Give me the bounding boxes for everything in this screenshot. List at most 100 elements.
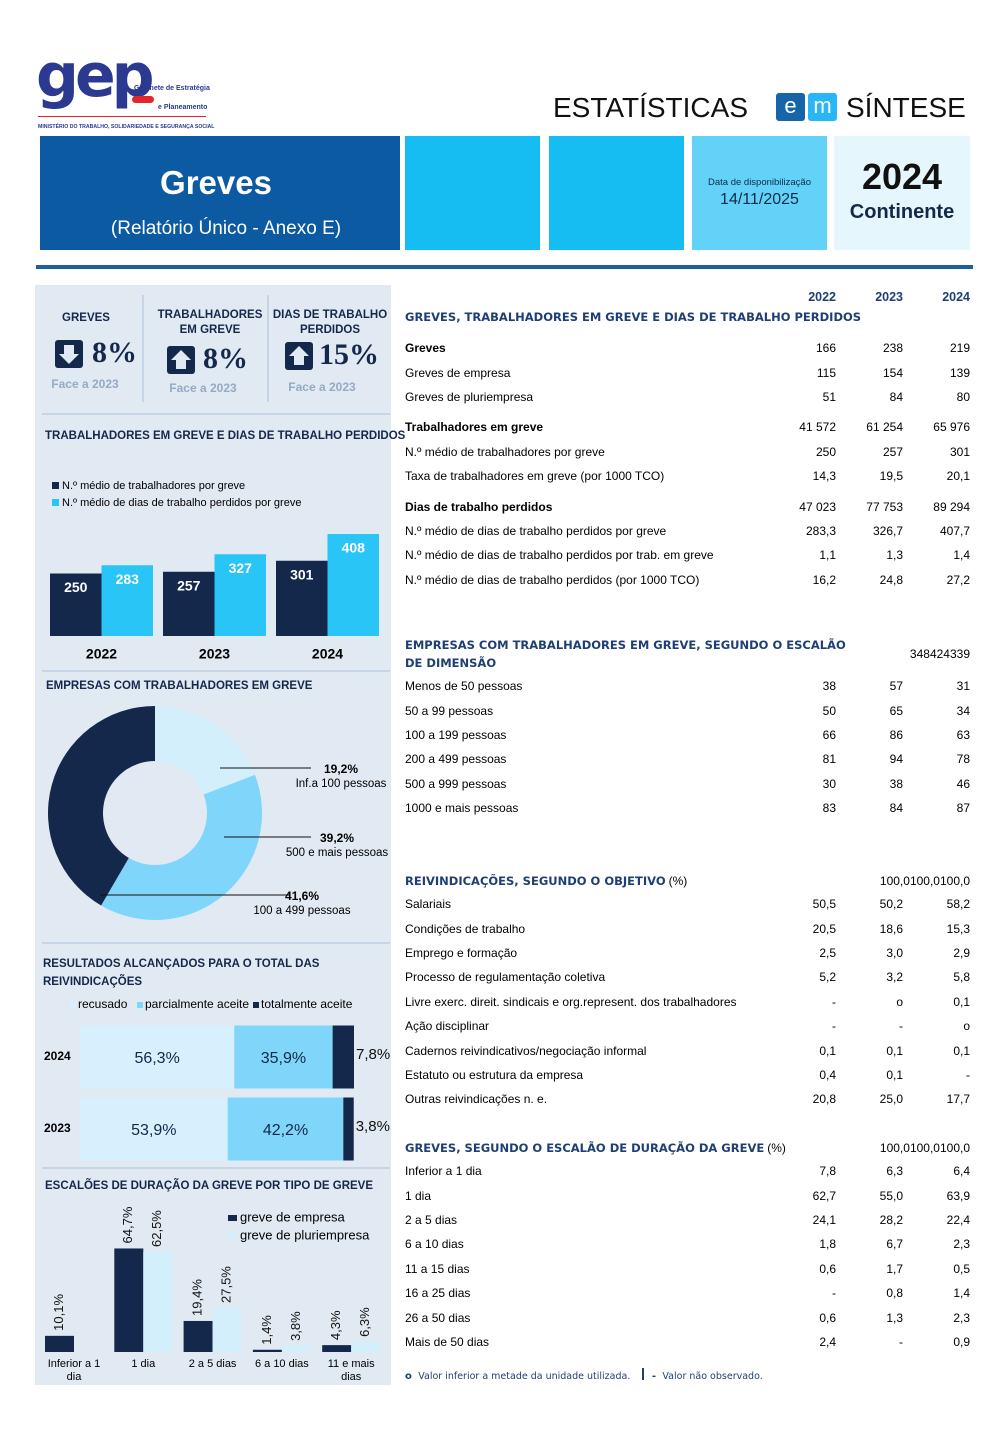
cell: 20,1 — [946, 469, 970, 484]
series-badge: e — [776, 93, 805, 121]
table-row: 500 a 999 pessoas 30 38 46 — [405, 772, 970, 796]
row-label: Dias de trabalho perdidos — [405, 499, 553, 514]
table-row: N.º médio de dias de trabalho perdidos p… — [405, 519, 970, 543]
cell: 301 — [949, 444, 970, 459]
bar — [322, 1345, 352, 1352]
table: 2022 2023 2024 GREVES, TRABALHADORES EM GRE… — [405, 0, 970, 1444]
row-label: Livre exerc. direit. sindicais e org.rep… — [405, 994, 737, 1009]
cell: 50,2 — [879, 897, 903, 912]
series-badge: m — [808, 93, 837, 121]
cell: 89 294 — [933, 499, 970, 514]
value-label: 10,1% — [51, 1294, 66, 1331]
chart-title: EMPRESAS COM TRABALHADORES EM GREVE — [46, 680, 313, 692]
cell: 84 — [889, 801, 903, 816]
table-row: 200 a 499 pessoas 81 94 78 — [405, 747, 970, 771]
cell: 66 — [822, 727, 836, 742]
cell: 62,7 — [812, 1188, 836, 1203]
value-label: 42,2% — [263, 1122, 308, 1139]
section-unit: (%) — [767, 1141, 786, 1155]
value-label: 39,2% — [320, 831, 354, 845]
cell: 24,1 — [812, 1212, 836, 1227]
section-title: GREVES, TRABALHADORES EM GREVE E DIAS DE… — [405, 310, 862, 324]
table-row: Condições de trabalho 20,5 18,6 15,3 — [405, 916, 970, 940]
table-row: 2 a 5 dias 24,1 28,2 22,4 — [405, 1208, 970, 1232]
row-label: N.º médio de dias de trabalho perdidos p… — [405, 548, 714, 563]
value-label: 53,9% — [131, 1122, 176, 1139]
value-label: 257 — [177, 577, 201, 593]
legend-swatch — [253, 1002, 259, 1008]
section-header: GREVES, SEGUNDO O ESCALÃO DE DURAÇÃO DA … — [405, 1139, 970, 1157]
category-label: Inf.a 100 pessoas — [296, 778, 387, 790]
region: Continente — [849, 201, 955, 223]
logo-line: Gabinete de Estratégia — [134, 85, 210, 92]
cell: 84 — [889, 389, 903, 404]
cell: 51 — [822, 389, 836, 404]
category-label: 500 e mais pessoas — [286, 847, 389, 859]
section-header: GREVES, TRABALHADORES EM GREVE E DIAS DE… — [405, 308, 970, 326]
year: 2024 — [861, 156, 943, 197]
cell: 61 254 — [866, 420, 903, 435]
table-row: 50 a 99 pessoas 50 65 34 — [405, 698, 970, 722]
cell: 1,3 — [886, 548, 903, 563]
category-label: 1 dia — [131, 1358, 156, 1370]
cell: 63,9 — [946, 1188, 970, 1203]
kpi-value: 8% — [92, 336, 137, 369]
cell: 46 — [956, 776, 970, 791]
value-label: 327 — [229, 560, 253, 576]
arrow-up — [167, 346, 195, 374]
cell: 0,1 — [819, 1043, 836, 1058]
header-rule — [36, 265, 973, 269]
banner-box — [549, 136, 684, 250]
cell: 5,2 — [819, 970, 836, 985]
cell: 50 — [822, 703, 836, 718]
cell: 1,4 — [953, 1286, 970, 1301]
table-row: Livre exerc. direit. sindicais e org.rep… — [405, 990, 970, 1014]
value-label: 19,2% — [324, 762, 358, 776]
category-label: 100 a 499 pessoas — [253, 905, 350, 917]
value-label: 6,3% — [357, 1307, 372, 1337]
footnote-symbol: o — [405, 1371, 412, 1382]
cell: - — [832, 1286, 836, 1301]
value-label: 301 — [290, 566, 314, 582]
cell: 0,6 — [819, 1310, 836, 1325]
cell: 34 — [956, 703, 970, 718]
row-label: Menos de 50 pessoas — [405, 679, 523, 694]
legend-label: totalmente aceite — [261, 997, 353, 1011]
table-row: Salariais 50,5 50,2 58,2 — [405, 892, 970, 916]
category-label: 2023 — [199, 646, 230, 662]
donut-segment — [47, 706, 156, 906]
row-label: 50 a 99 pessoas — [405, 703, 494, 718]
legend-swatch — [52, 482, 59, 489]
cell: 17,7 — [946, 1092, 970, 1107]
logo-mark — [132, 96, 154, 103]
table-row: Mais de 50 dias 2,4 - 0,9 — [405, 1330, 970, 1354]
cell: 166 — [815, 341, 836, 356]
kpi-note: Face a 2023 — [288, 380, 356, 394]
cell: 57 — [889, 679, 903, 694]
cell: - — [899, 1334, 903, 1349]
cell: 20,5 — [812, 921, 836, 936]
value-label: 35,9% — [261, 1050, 306, 1067]
row-label: Inferior a 1 dia — [405, 1164, 482, 1179]
table-row: Greves de empresa 115 154 139 — [405, 360, 970, 384]
cell: 1,8 — [819, 1237, 836, 1252]
row-label: Cadernos reivindicativos/negociação info… — [405, 1043, 647, 1058]
table-row: 1 dia 62,7 55,0 63,9 — [405, 1183, 970, 1207]
row-label: Outras reivindicações n. e. — [405, 1092, 548, 1107]
category-label: 2 a 5 dias — [188, 1358, 237, 1370]
bar-segment — [80, 1025, 235, 1089]
cell: 86 — [889, 727, 903, 742]
kpi-value: 15% — [319, 338, 379, 371]
value-label: 4,3% — [328, 1310, 343, 1340]
bar-segment — [234, 1025, 333, 1089]
cell: 3,2 — [886, 970, 903, 985]
table-row: N.º médio de trabalhadores por greve 250 2… — [405, 440, 970, 464]
cell: 100,0 — [879, 874, 910, 888]
cell: 2,5 — [819, 945, 836, 960]
footnote-separator — [641, 1368, 644, 1380]
row-label: 2 a 5 dias — [405, 1212, 458, 1227]
cell: 100,0 — [909, 1141, 940, 1155]
cell: 16,2 — [812, 572, 836, 587]
cell: 78 — [956, 752, 970, 767]
